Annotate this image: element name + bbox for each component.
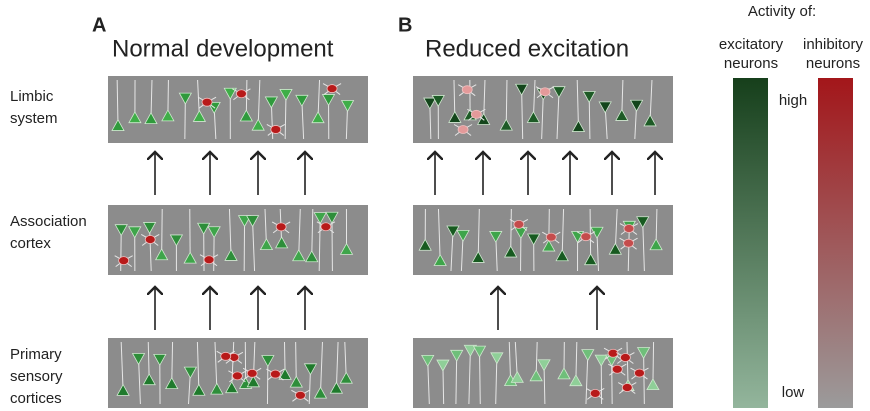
inhibitory-neuron (145, 235, 155, 243)
inhibitory-colorbar (818, 78, 853, 408)
panel-letter: A (92, 14, 106, 36)
inhibitory-neuron (327, 85, 337, 93)
inhibitory-neuron (581, 233, 591, 241)
inhibitory-neuron (590, 389, 600, 397)
legend-low: low (782, 384, 805, 401)
row-label: cortex (10, 235, 51, 252)
inhibitory-neuron (620, 354, 630, 362)
inhibitory-neuron (270, 370, 280, 378)
row-label: cortices (10, 390, 62, 407)
legend-high: high (779, 92, 807, 109)
legend-label: neurons (806, 55, 860, 72)
cortex-layer (413, 338, 673, 408)
inhibitory-neuron (247, 369, 257, 377)
row-label: sensory (10, 368, 63, 385)
inhibitory-neuron (458, 126, 468, 134)
inhibitory-neuron (546, 233, 556, 241)
row-label: Limbic (10, 88, 54, 105)
legend-label: neurons (724, 55, 778, 72)
inhibitory-neuron (462, 86, 472, 94)
figure: A Normal development B Reduced excitatio… (0, 0, 870, 411)
inhibitory-neuron (232, 372, 242, 380)
inhibitory-neuron (202, 98, 212, 106)
inhibitory-neuron (612, 365, 622, 373)
inhibitory-neuron (540, 88, 550, 96)
excitatory-colorbar (733, 78, 768, 408)
inhibitory-neuron (295, 391, 305, 399)
row-label: Primary (10, 346, 62, 363)
row-label: Association (10, 213, 87, 230)
inhibitory-neuron (119, 257, 129, 265)
inhibitory-neuron (271, 125, 281, 133)
legend-title: Activity of: (748, 3, 816, 20)
inhibitory-neuron (634, 369, 644, 377)
inhibitory-neuron (622, 384, 632, 392)
inhibitory-neuron (221, 352, 231, 360)
inhibitory-neuron (236, 90, 246, 98)
panel-title: Reduced excitation (425, 35, 629, 62)
dendrite (162, 209, 163, 255)
inhibitory-neuron (624, 225, 634, 233)
inhibitory-neuron (514, 220, 524, 228)
inhibitory-neuron (624, 239, 634, 247)
inhibitory-neuron (276, 223, 286, 231)
inhibitory-neuron (608, 349, 618, 357)
panel-letter: B (398, 14, 412, 36)
inhibitory-neuron (471, 110, 481, 118)
inhibitory-neuron (204, 256, 214, 264)
legend-label: excitatory (719, 36, 784, 53)
panel-title: Normal development (112, 35, 334, 62)
row-label: system (10, 110, 58, 127)
inhibitory-neuron (321, 223, 331, 231)
legend-label: inhibitory (803, 36, 864, 53)
